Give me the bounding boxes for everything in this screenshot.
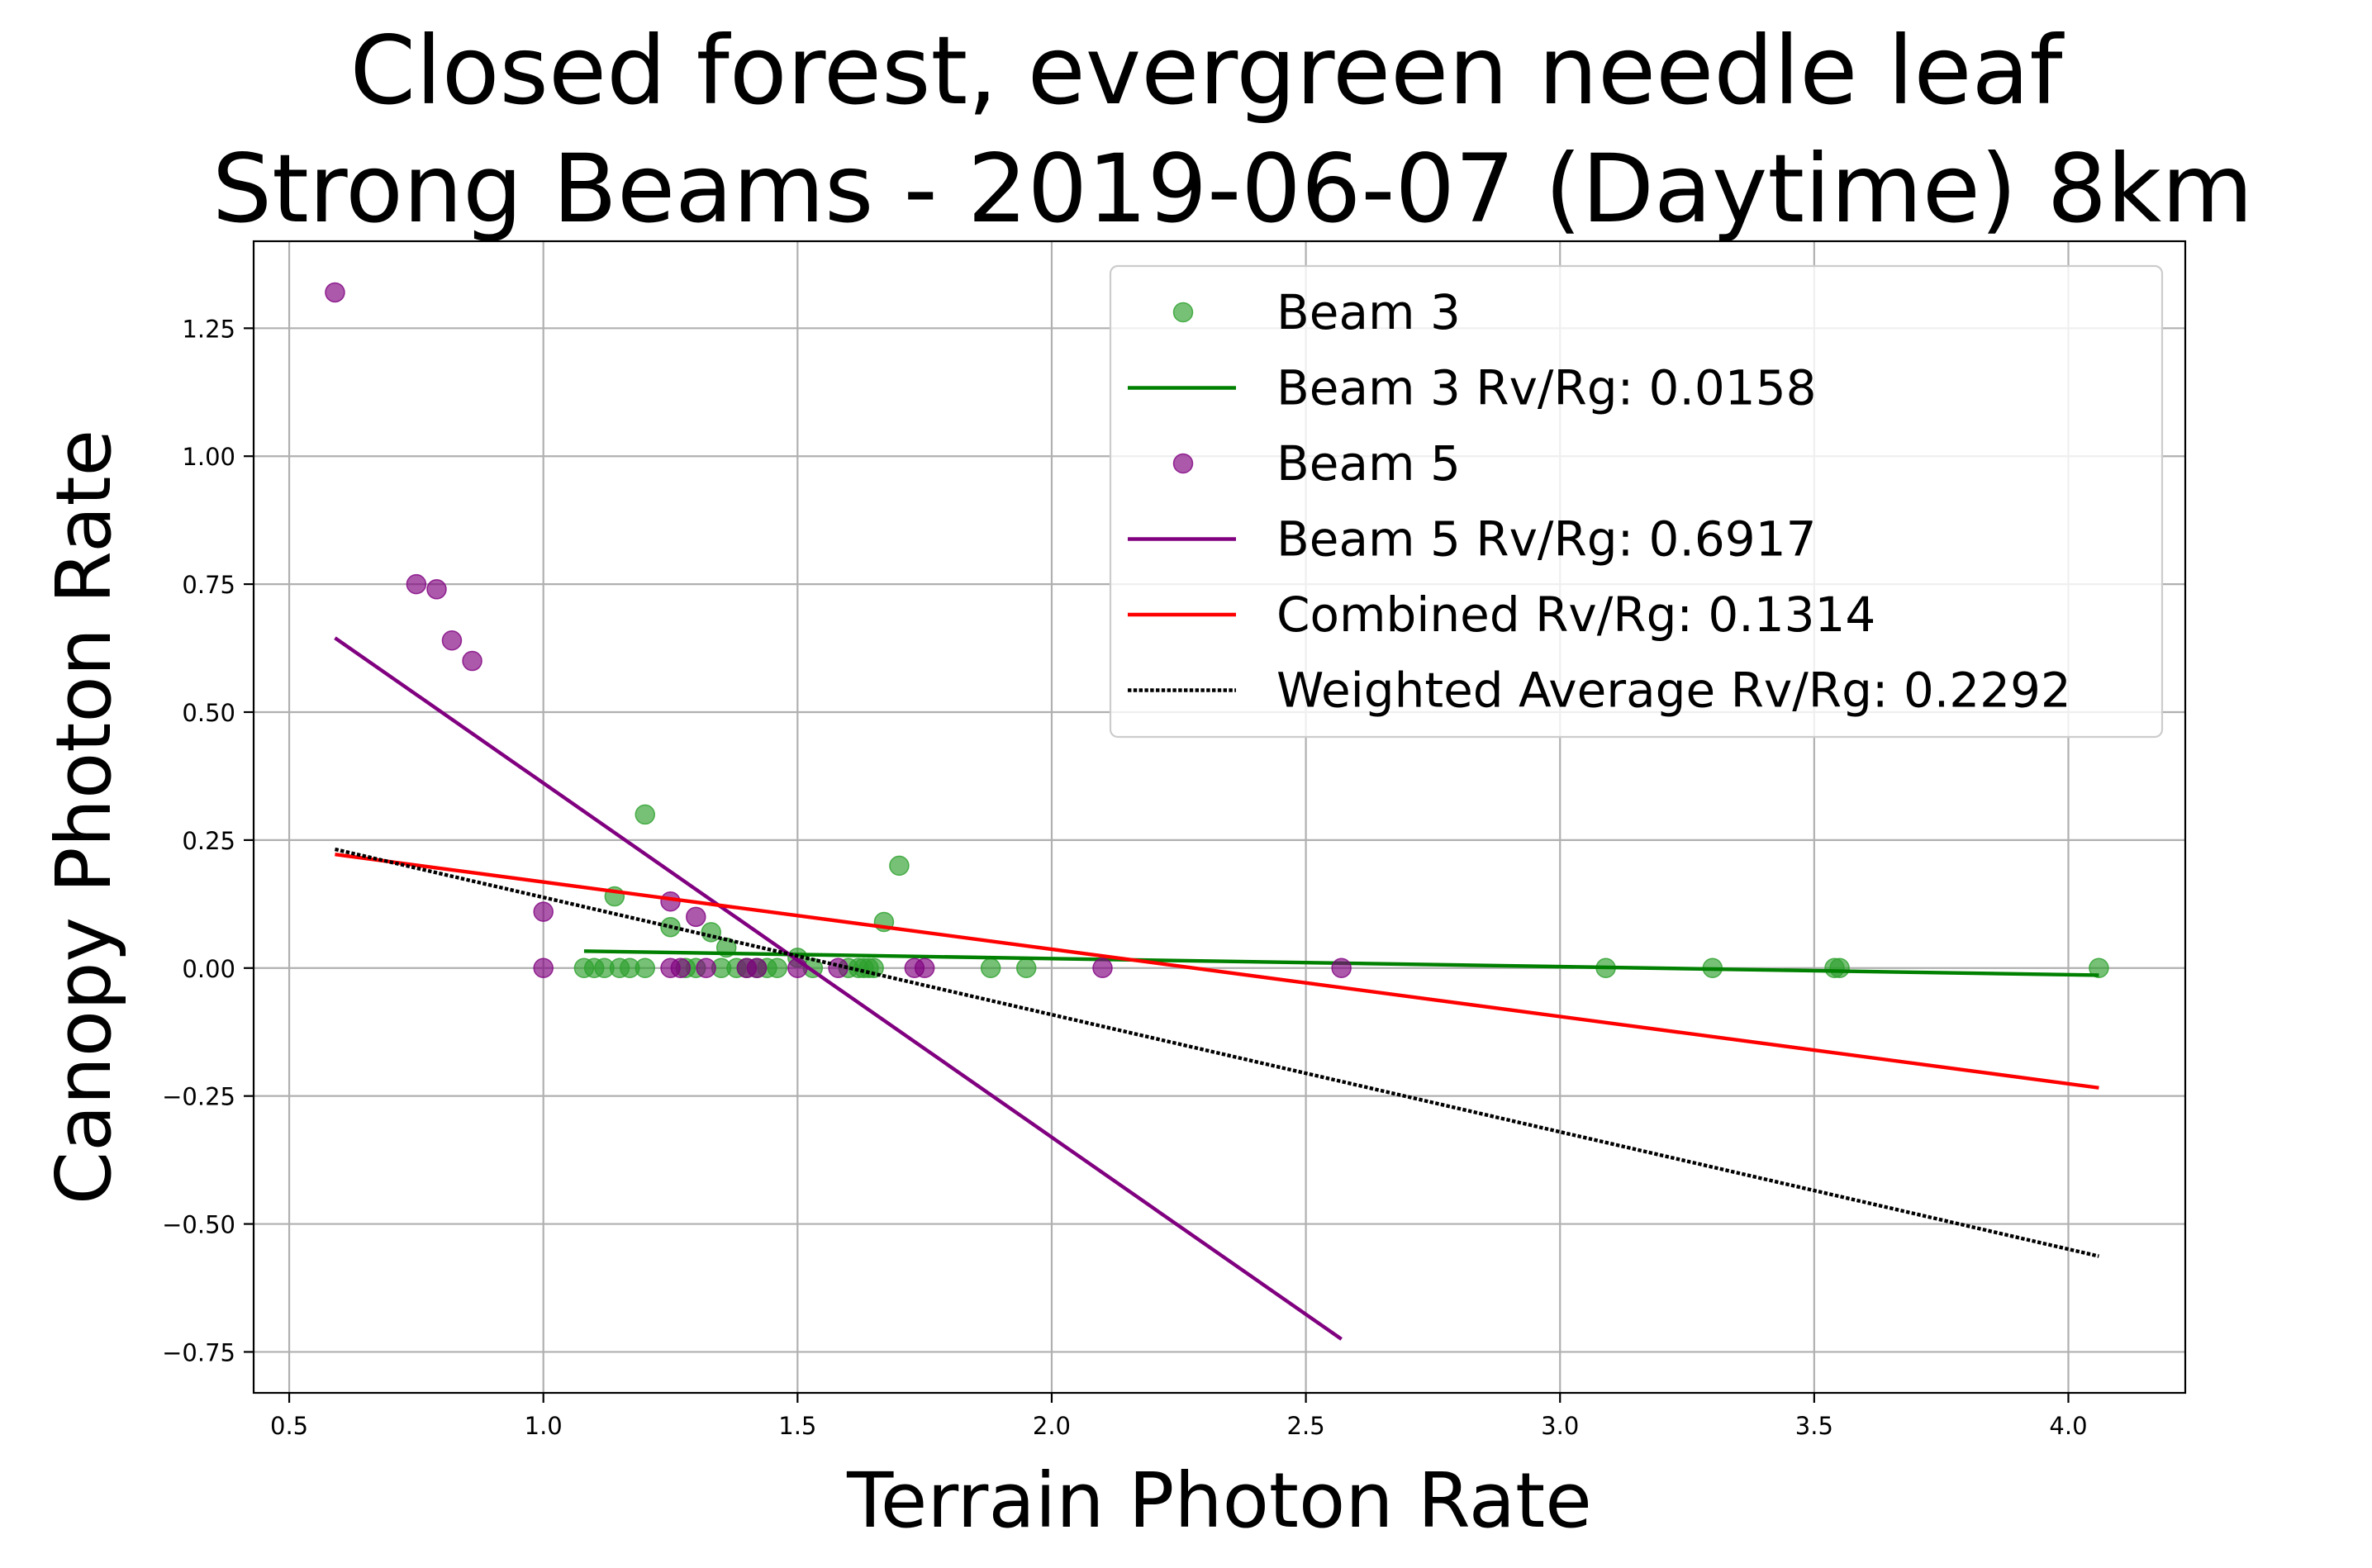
legend-label: Beam 3	[1276, 284, 1461, 340]
y-tick-label: 0.00	[182, 955, 235, 983]
data-point	[1829, 957, 1850, 979]
x-tick-label: 0.5	[270, 1412, 308, 1440]
data-point	[1092, 957, 1113, 979]
x-tick-label: 2.0	[1033, 1412, 1071, 1440]
data-point	[670, 957, 692, 979]
plot-layer	[325, 282, 2109, 1341]
legend-label: Beam 5 Rv/Rg: 0.6917	[1276, 511, 1817, 568]
legend-label: Beam 3 Rv/Rg: 0.0158	[1276, 360, 1817, 416]
data-point	[406, 573, 427, 595]
data-point	[889, 855, 910, 877]
y-axis-label: Canopy Photon Rate	[40, 430, 128, 1205]
series-line	[334, 847, 2099, 1258]
legend-marker	[1172, 453, 1194, 474]
data-point	[980, 957, 1001, 979]
legend-label: Beam 5	[1276, 435, 1461, 492]
tick-layer: 0.5 1.0 1.5 2.0 2.5 3.0 3.5 4.0 −0.75 −0.50 −0.25 0…	[162, 315, 2087, 1440]
chart-title: Closed forest, evergreen needle leaf	[350, 16, 2065, 126]
x-tick-label: 1.5	[778, 1412, 816, 1440]
data-point	[696, 957, 716, 979]
y-tick-label: −0.25	[162, 1083, 235, 1111]
y-tick-label: −0.50	[162, 1211, 235, 1239]
x-tick-label: 4.0	[2049, 1412, 2087, 1440]
x-tick-label: 3.0	[1541, 1412, 1579, 1440]
y-tick-label: 0.50	[182, 699, 235, 727]
y-tick-label: 0.25	[182, 827, 235, 855]
data-point	[2089, 957, 2109, 979]
x-axis-label: Terrain Photon Rate	[846, 1456, 1592, 1545]
x-tick-label: 3.5	[1795, 1412, 1833, 1440]
data-point	[635, 804, 656, 825]
data-point	[426, 579, 447, 600]
data-point	[767, 957, 787, 979]
y-tick-label: 0.75	[182, 571, 235, 599]
data-point	[1015, 957, 1037, 979]
data-point	[746, 957, 768, 979]
y-tick-label: −0.75	[162, 1338, 235, 1366]
legend-marker	[1172, 302, 1194, 323]
data-point	[325, 282, 345, 303]
plot-frame	[252, 240, 2187, 1395]
data-point	[914, 957, 935, 979]
legend-label: Combined Rv/Rg: 0.1314	[1276, 587, 1875, 643]
data-point	[533, 957, 554, 979]
data-point	[441, 630, 463, 651]
legend-label: Weighted Average Rv/Rg: 0.2292	[1276, 663, 2071, 719]
legend-box	[1109, 264, 2164, 739]
series-line	[335, 853, 2099, 1090]
x-tick-label: 1.0	[525, 1412, 563, 1440]
series-line	[334, 636, 1343, 1341]
y-tick-label: 1.00	[182, 443, 235, 471]
data-point	[462, 650, 482, 672]
data-point	[635, 957, 656, 979]
y-tick-label: 1.25	[182, 315, 235, 343]
data-point	[533, 901, 554, 922]
chart-subtitle: Strong Beams - 2019-06-07 (Daytime) 8km	[212, 134, 2253, 244]
x-tick-label: 2.5	[1287, 1412, 1325, 1440]
data-point	[686, 906, 706, 928]
data-point	[701, 922, 721, 943]
legend: Beam 3 Beam 3 Rv/Rg: 0.0158 Beam 5 Beam 5 R…	[1109, 264, 2164, 739]
data-point	[1331, 957, 1352, 979]
